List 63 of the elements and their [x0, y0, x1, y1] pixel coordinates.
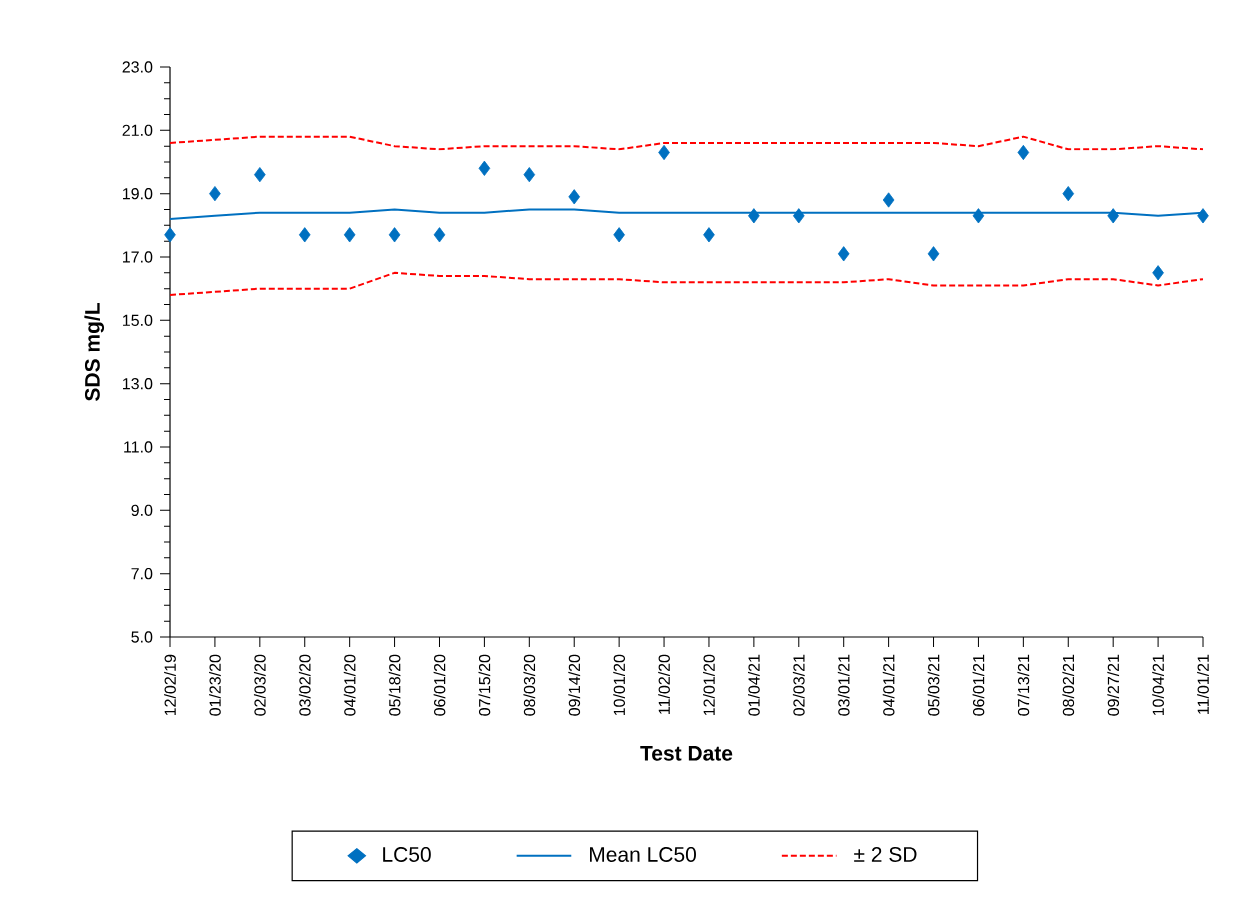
x-tick-label: 08/03/20	[523, 654, 536, 716]
x-tick-label: 07/15/20	[478, 654, 491, 716]
y-tick-label: 21.0	[122, 124, 153, 136]
point	[1197, 208, 1209, 224]
y-tick-label: 5.0	[131, 631, 153, 643]
point	[209, 186, 221, 202]
y-tick-label: 23.0	[122, 61, 153, 73]
x-tick-label: 07/13/21	[1017, 654, 1030, 716]
x-tick-label: 01/23/20	[209, 654, 221, 716]
x-tick-label: 12/02/19	[164, 654, 176, 716]
x-tick-label: 10/01/20	[613, 654, 626, 716]
x-tick-label: 11/02/20	[658, 654, 670, 714]
point	[748, 208, 760, 224]
x-tick-label: 08/02/21	[1062, 654, 1075, 716]
legend-label: LC50	[383, 847, 431, 862]
x-tick-label: 10/04/21	[1152, 654, 1164, 716]
point	[1062, 186, 1075, 202]
x-tick-label: 02/03/20	[253, 654, 266, 716]
legend-label: Mean LC50	[590, 847, 696, 862]
point	[658, 144, 670, 161]
point	[1017, 144, 1030, 161]
point	[164, 227, 176, 243]
y-tick-label: 11.0	[124, 441, 153, 453]
point	[927, 246, 940, 262]
point	[254, 167, 266, 183]
x-tick-label: 05/18/20	[388, 654, 401, 716]
point	[1107, 208, 1119, 224]
point	[703, 227, 715, 243]
point	[388, 227, 401, 243]
point	[1152, 265, 1164, 281]
x-tick-label: 03/02/20	[298, 654, 311, 716]
x-tick-label: 12/01/20	[703, 654, 715, 716]
x-tick-label: 01/04/21	[747, 654, 760, 716]
x-tick-label: 09/14/20	[568, 654, 581, 716]
x-tick-label: 05/03/21	[927, 654, 940, 716]
point	[972, 208, 985, 224]
point	[343, 227, 356, 243]
x-tick-label: 06/01/21	[972, 654, 985, 716]
x-tick-label: 04/01/20	[343, 654, 356, 716]
x-axis-title: Test Date	[640, 746, 733, 761]
point	[837, 246, 850, 262]
point	[568, 189, 581, 205]
y-tick-label: 13.0	[123, 378, 153, 390]
y-tick-label: 15.0	[123, 314, 153, 326]
point	[298, 227, 311, 243]
x-tick-label: 11/01/21	[1197, 654, 1209, 714]
point	[882, 192, 895, 208]
y-tick-label: 7.0	[131, 568, 153, 580]
y-tick-label: 19.0	[123, 188, 153, 200]
point	[792, 208, 805, 224]
x-tick-label: 06/01/20	[433, 654, 446, 716]
y-tick-label: 9.0	[131, 504, 153, 516]
point	[478, 160, 491, 176]
x-tick-label: 03/01/21	[837, 654, 850, 716]
x-tick-label: 02/03/21	[792, 654, 805, 716]
x-tick-label: 09/27/21	[1107, 654, 1120, 716]
x-tick-label: 04/01/21	[882, 654, 895, 716]
y-tick-label: 17.0	[123, 251, 153, 263]
y-axis-title: SDS mg/L	[84, 303, 105, 401]
point	[613, 227, 625, 243]
point	[523, 167, 536, 183]
legend-label: ± 2 SD	[854, 847, 917, 862]
point	[433, 227, 446, 243]
